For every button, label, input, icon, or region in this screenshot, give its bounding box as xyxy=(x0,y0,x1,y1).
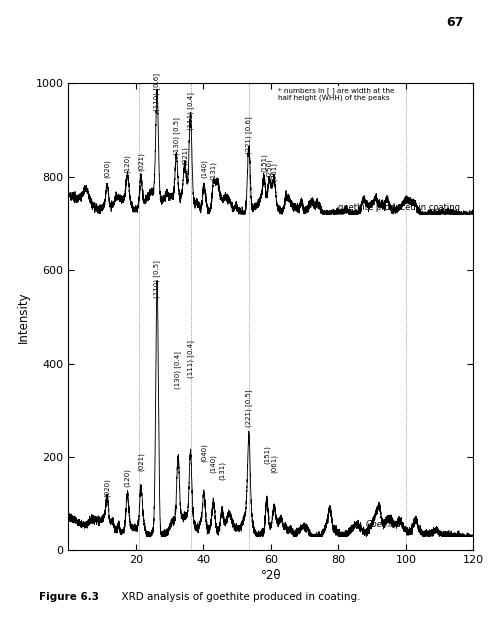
Text: (120): (120) xyxy=(124,468,131,487)
Text: (061): (061) xyxy=(271,454,278,474)
Text: (020): (020) xyxy=(104,159,110,178)
Text: Figure 6.3: Figure 6.3 xyxy=(39,592,99,602)
Text: goethite produced in coating: goethite produced in coating xyxy=(338,202,460,211)
X-axis label: °2θ: °2θ xyxy=(261,570,281,582)
Text: (151): (151) xyxy=(261,153,267,172)
Text: (061): (061) xyxy=(271,163,278,181)
Text: (131): (131) xyxy=(210,161,217,180)
Text: (020): (020) xyxy=(104,478,110,497)
Text: (130) [0.4]: (130) [0.4] xyxy=(175,351,182,389)
Y-axis label: Intensity: Intensity xyxy=(17,291,30,342)
Text: (140): (140) xyxy=(209,454,216,474)
Text: (040): (040) xyxy=(201,443,207,461)
Text: (130) [0.5]: (130) [0.5] xyxy=(173,117,180,155)
Text: Goethite: Goethite xyxy=(366,520,401,529)
Text: XRD analysis of goethite produced in coating.: XRD analysis of goethite produced in coa… xyxy=(115,592,360,602)
Text: (221) [0.6]: (221) [0.6] xyxy=(245,116,252,154)
Text: (021): (021) xyxy=(182,146,188,165)
Text: (111) [0.4]: (111) [0.4] xyxy=(187,340,194,378)
Text: (021): (021) xyxy=(138,452,144,471)
Text: (110) [0.5]: (110) [0.5] xyxy=(154,260,161,298)
Text: * numbers in [ ] are width at the
half height (WHH) of the peaks: * numbers in [ ] are width at the half h… xyxy=(278,87,394,101)
Text: (110) [0.6]: (110) [0.6] xyxy=(154,73,161,111)
Text: (151): (151) xyxy=(264,445,270,464)
Text: (120): (120) xyxy=(124,154,131,173)
Text: (221) [0.5]: (221) [0.5] xyxy=(245,389,252,427)
Text: 67: 67 xyxy=(446,16,464,29)
Text: (111) [0.4]: (111) [0.4] xyxy=(187,92,194,130)
Text: (250): (250) xyxy=(266,158,272,177)
Text: (140): (140) xyxy=(201,159,207,178)
Text: (021): (021) xyxy=(138,152,144,171)
Text: (131): (131) xyxy=(219,461,225,480)
